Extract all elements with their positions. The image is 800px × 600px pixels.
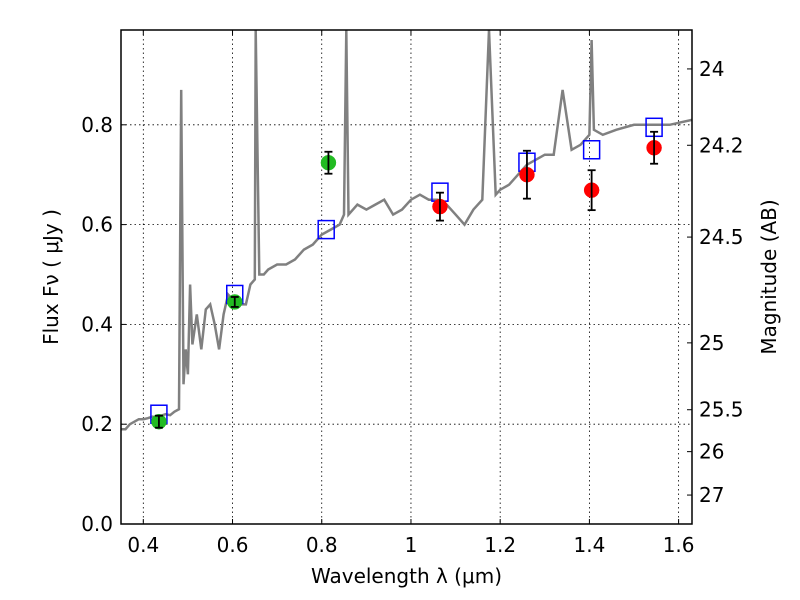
y-tick-label: 0.8 — [81, 113, 113, 137]
magnitude-tick-label: 25 — [699, 331, 724, 355]
x-tick-label: 0.4 — [127, 533, 159, 557]
magnitude-tick-label: 24.5 — [699, 225, 744, 249]
x-tick-label: 1.6 — [663, 533, 695, 557]
plot-frame — [120, 29, 693, 525]
model-flux-box — [582, 140, 601, 160]
magnitude-tick-label: 24 — [699, 57, 724, 81]
x-tick-label: 0.8 — [306, 533, 338, 557]
x-tick-label: 1 — [405, 533, 418, 557]
y-tick-label: 0.0 — [81, 512, 113, 536]
magnitude-tick-label: 26 — [699, 440, 724, 464]
spectrum-line — [121, 30, 692, 431]
y-tick-label: 0.6 — [81, 213, 113, 237]
magnitude-tick-label: 24.2 — [699, 133, 744, 157]
y-tick-label: 0.2 — [81, 412, 113, 436]
x-tick-label: 1.2 — [484, 533, 516, 557]
model-flux-box — [317, 219, 335, 240]
magnitude-axis-label: Magnitude (AB) — [757, 199, 781, 354]
magnitude-tick-label: 27 — [699, 483, 724, 507]
plot-area — [121, 30, 692, 431]
x-tick-label: 0.6 — [217, 533, 249, 557]
x-tick-label: 1.4 — [573, 533, 605, 557]
magnitude-tick-label: 25.5 — [699, 398, 744, 422]
y-axis-label: Flux Fν ( μJy ) — [39, 209, 63, 345]
grid — [121, 30, 692, 524]
y-tick-label: 0.4 — [81, 312, 113, 336]
x-axis-label: Wavelength λ (μm) — [311, 564, 502, 588]
ticks: 0.4 0.6 0.8 1 1.2 1.4 1.6 0.0 0.2 0.4 0.6 0.8 24 24.2… — [81, 30, 744, 557]
